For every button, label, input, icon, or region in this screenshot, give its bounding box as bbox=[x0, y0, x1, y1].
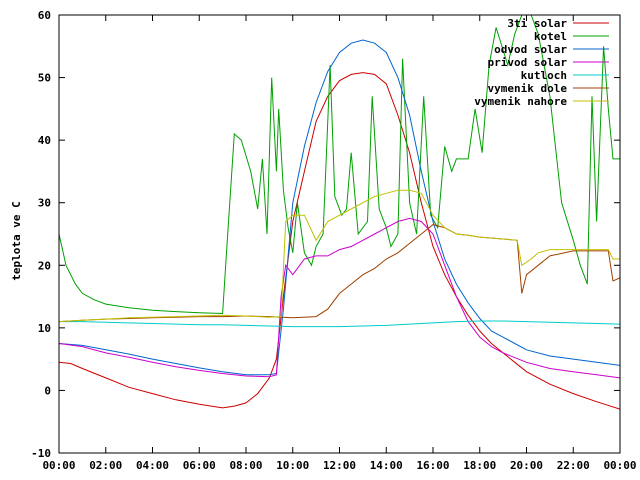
y-tick-label: 0 bbox=[44, 384, 51, 397]
legend-label: kutloch bbox=[521, 69, 567, 82]
x-tick-label: 18:00 bbox=[463, 459, 496, 472]
x-tick-label: 22:00 bbox=[557, 459, 590, 472]
x-tick-label: 08:00 bbox=[229, 459, 262, 472]
x-tick-label: 04:00 bbox=[136, 459, 169, 472]
series-line-3ti-solar bbox=[59, 72, 620, 410]
legend-label: vymenik dole bbox=[488, 82, 568, 95]
series-line-vymenik-dole bbox=[59, 224, 620, 323]
y-axis-label: teplota ve C bbox=[10, 201, 23, 280]
y-tick-label: -10 bbox=[31, 447, 51, 460]
y-tick-label: 60 bbox=[38, 9, 51, 22]
legend-label: vymenik nahore bbox=[474, 95, 567, 108]
x-tick-label: 10:00 bbox=[276, 459, 309, 472]
y-tick-label: 30 bbox=[38, 197, 51, 210]
y-tick-label: 50 bbox=[38, 72, 51, 85]
x-tick-label: 14:00 bbox=[370, 459, 403, 472]
y-tick-label: 40 bbox=[38, 134, 51, 147]
x-tick-label: 00:00 bbox=[603, 459, 636, 472]
legend-label: kotel bbox=[534, 30, 567, 43]
x-tick-label: 00:00 bbox=[42, 459, 75, 472]
legend-label: odvod solar bbox=[494, 43, 567, 56]
x-tick-label: 20:00 bbox=[510, 459, 543, 472]
legend-label: 3ti solar bbox=[507, 17, 567, 30]
y-tick-label: 20 bbox=[38, 259, 51, 272]
series-line-vymenik-nahore bbox=[59, 189, 620, 323]
x-tick-label: 16:00 bbox=[416, 459, 449, 472]
y-tick-label: 10 bbox=[38, 322, 51, 335]
series-line-odvod-solar bbox=[59, 39, 620, 376]
series-line-privod-solar bbox=[59, 217, 620, 379]
x-tick-label: 06:00 bbox=[183, 459, 216, 472]
series-layer bbox=[59, 15, 620, 410]
ticks-layer: 00:00 02:00 04:00 06:00 08:00 10:00 12:00 14:00… bbox=[31, 9, 636, 472]
legend-label: privod solar bbox=[488, 56, 568, 69]
series-line-kutloch bbox=[59, 320, 620, 328]
x-tick-label: 12:00 bbox=[323, 459, 356, 472]
series-line-kotel bbox=[59, 15, 620, 315]
x-tick-label: 02:00 bbox=[89, 459, 122, 472]
